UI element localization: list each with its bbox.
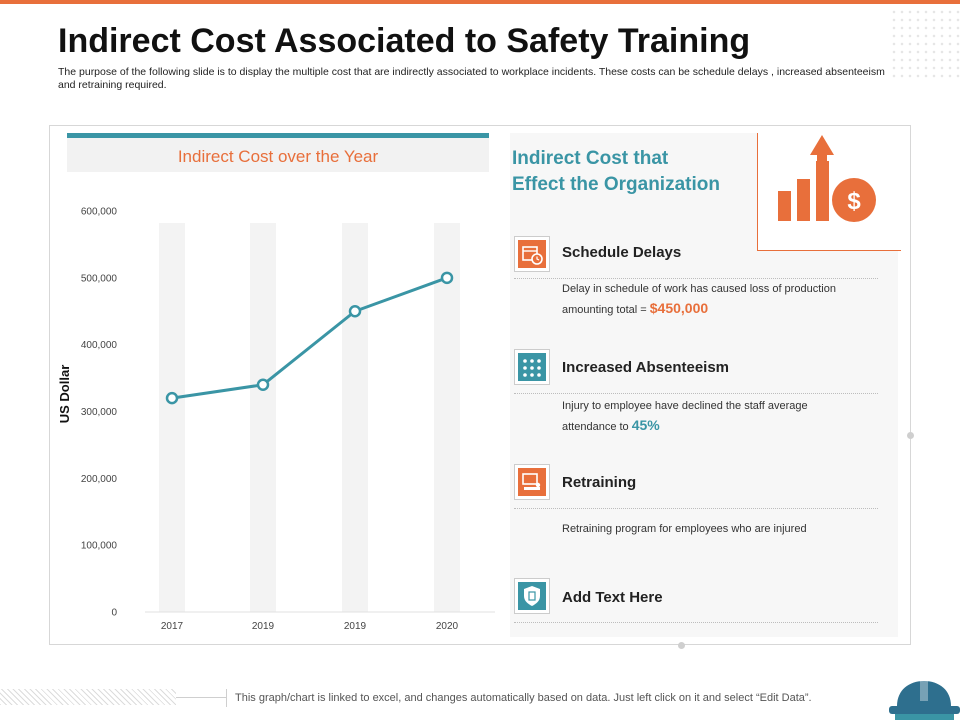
highlight-value: $450,000	[649, 300, 709, 316]
data-point-1[interactable]	[256, 378, 270, 392]
frame-handle-right[interactable]	[907, 432, 914, 439]
content-frame	[49, 125, 911, 645]
y-tick-label: 100,000	[81, 541, 118, 552]
item-title-add-text: Add Text Here	[562, 589, 663, 606]
bar-arrow-dollar-icon: $	[778, 135, 876, 222]
safety-helmet-icon	[889, 681, 960, 720]
y-tick-label: 400,000	[81, 340, 118, 351]
footer-hatch-pattern	[0, 689, 176, 705]
slide-subtitle: The purpose of the following slide is to…	[58, 66, 885, 91]
y-tick-label: 0	[111, 608, 117, 619]
frame-handle-bottom[interactable]	[678, 642, 685, 649]
category-column-1	[250, 223, 276, 612]
item-desc-text: Injury to employee have declined the sta…	[562, 400, 808, 433]
divider	[514, 393, 878, 394]
top-accent-bar	[0, 0, 960, 4]
y-tick-label: 600,000	[81, 207, 118, 218]
divider	[514, 508, 878, 509]
item-desc-retraining: Retraining program for employees who are…	[562, 523, 807, 535]
presentation-training-icon	[514, 464, 550, 500]
footer-separator	[226, 689, 227, 707]
divider	[514, 622, 878, 623]
item-desc-increased-absenteeism: Injury to employee have declined the sta…	[562, 397, 862, 437]
data-point-2[interactable]	[348, 305, 362, 318]
category-column-2	[342, 223, 368, 612]
y-tick-label: 300,000	[81, 407, 118, 418]
x-tick-label: 2020	[436, 621, 459, 632]
y-axis-label: US Dollar	[57, 365, 72, 424]
x-tick-label: 2019	[252, 621, 275, 632]
decorative-dot-pattern	[890, 8, 960, 78]
category-column-0	[159, 223, 185, 612]
slide-title: Indirect Cost Associated to Safety Train…	[58, 22, 751, 60]
panel-title: Indirect Cost that Effect the Organizati…	[512, 146, 720, 198]
category-column-3	[434, 223, 460, 612]
item-title-schedule-delays: Schedule Delays	[562, 244, 682, 261]
y-tick-label: 200,000	[81, 474, 118, 485]
y-tick-label: 500,000	[81, 273, 118, 284]
cost-growth-logo: $	[757, 133, 901, 251]
chart-title: Indirect Cost over the Year	[177, 147, 379, 166]
item-title-increased-absenteeism: Increased Absenteeism	[562, 359, 730, 376]
data-point-3[interactable]	[440, 271, 454, 285]
svg-text:$: $	[847, 188, 861, 215]
x-tick-label: 2019	[344, 621, 367, 632]
footer-note: This graph/chart is linked to excel, and…	[235, 692, 812, 704]
shield-document-icon	[514, 578, 550, 614]
item-desc-text: Delay in schedule of work has caused los…	[562, 283, 836, 316]
highlight-value: 45%	[631, 417, 660, 433]
divider	[514, 278, 878, 279]
x-tick-label: 2017	[161, 621, 184, 632]
data-point-0[interactable]	[165, 391, 179, 405]
chart-header: Indirect Cost over the Year	[67, 133, 489, 172]
panel-title-line1: Indirect Cost that	[512, 148, 669, 169]
item-desc-schedule-delays: Delay in schedule of work has caused los…	[562, 280, 862, 320]
panel-title-line2: Effect the Organization	[512, 174, 720, 195]
people-grid-icon	[514, 349, 550, 385]
footer-rule	[176, 697, 226, 698]
series-line	[171, 276, 448, 400]
calendar-clock-icon	[514, 236, 550, 272]
item-title-retraining: Retraining	[562, 474, 637, 491]
